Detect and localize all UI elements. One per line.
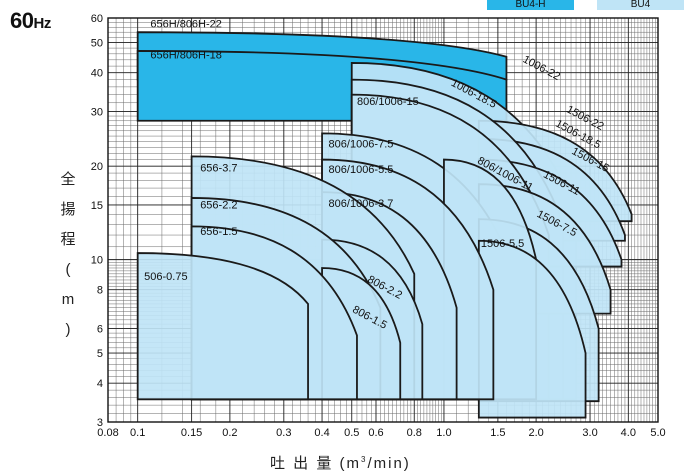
y-tick-label: 40: [91, 68, 103, 80]
x-tick-label: 5.0: [650, 427, 665, 439]
x-tick-label: 0.4: [314, 427, 329, 439]
y-tick-label: 4: [97, 378, 103, 390]
region-506-0.75: [136, 252, 309, 401]
y-tick-label: 50: [91, 38, 103, 50]
legend-bu4: BU4: [597, 0, 684, 10]
x-tick-label: 2.0: [528, 427, 543, 439]
region-label: 656H/806H-18: [150, 49, 222, 61]
frequency-label: 60Hz: [10, 8, 51, 34]
x-axis-label-sup: 3: [361, 455, 368, 464]
y-tick-label: 6: [97, 324, 103, 336]
y-tick-label: 10: [91, 255, 103, 267]
region-label: 656-2.2: [200, 200, 237, 212]
x-axis-label-tail: /min): [367, 455, 411, 472]
region-label: 656H/806H-22: [150, 18, 222, 30]
frequency-value: 60: [10, 8, 34, 33]
y-tick-label: 8: [97, 285, 103, 297]
y-axis-label-char: 揚: [60, 201, 76, 218]
x-tick-label: 0.2: [222, 427, 237, 439]
x-tick-label: 0.3: [276, 427, 291, 439]
x-tick-label: 3.0: [582, 427, 597, 439]
y-axis-label-char: ): [65, 321, 71, 338]
region-label: 506-0.75: [144, 271, 187, 283]
y-tick-label: 15: [91, 200, 103, 212]
plot-frame: [107, 17, 659, 423]
region-label: 806/1006-5.5: [329, 164, 394, 176]
x-tick-label: 4.0: [621, 427, 636, 439]
region-label: 656-3.7: [200, 163, 237, 175]
region-label: 806/1006-15: [357, 96, 419, 108]
region-label: 806/1006-7.5: [329, 138, 394, 150]
region-label: 656-1.5: [200, 226, 237, 238]
x-tick-label: 0.8: [407, 427, 422, 439]
y-tick-label: 30: [91, 106, 103, 118]
y-tick-label: 3: [97, 417, 103, 429]
y-axis-label: 全揚程 ( m): [60, 165, 76, 345]
y-axis-label-char: (: [65, 261, 71, 278]
x-axis-label: 吐 出 量 (m3/min): [270, 452, 411, 473]
tick-labels: 0.08 0.1 0.15 0.2 0.3 0.4 0.5 0.6 0.8 1.0 1.5 2.0 3.…: [91, 13, 666, 439]
region-label: 806/1006-3.7: [329, 198, 394, 210]
region-1506-5.5: [477, 239, 587, 419]
y-axis-label-char: 全: [60, 171, 76, 188]
regions: [136, 31, 633, 419]
x-tick-label: 0.08: [97, 427, 118, 439]
x-tick-label: 0.5: [344, 427, 359, 439]
region-label: 1506-5.5: [481, 238, 524, 250]
y-axis-label-char: m: [61, 291, 75, 308]
x-axis-label-main: 吐 出 量 (m: [270, 455, 361, 472]
y-tick-label: 5: [97, 348, 103, 360]
legend-bu4h: BU4-H: [487, 0, 574, 10]
y-tick-label: 20: [91, 161, 103, 173]
x-tick-label: 1.0: [436, 427, 451, 439]
x-tick-label: 0.15: [181, 427, 202, 439]
x-tick-label: 0.1: [130, 427, 145, 439]
x-tick-label: 1.5: [490, 427, 505, 439]
x-tick-label: 0.6: [368, 427, 383, 439]
frequency-unit: Hz: [33, 15, 51, 32]
y-tick-label: 60: [91, 13, 103, 25]
y-axis-label-char: 程: [60, 231, 76, 248]
